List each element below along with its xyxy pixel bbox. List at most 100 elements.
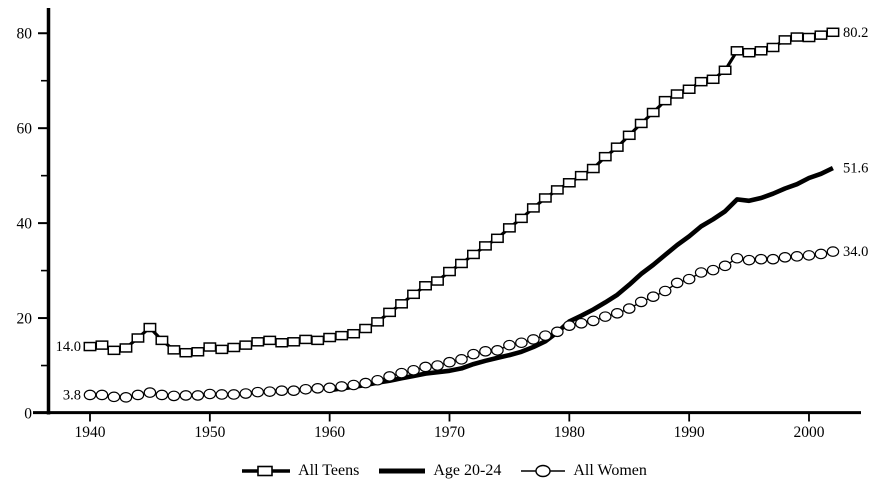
square-marker [766, 42, 780, 53]
circle-marker [539, 330, 552, 341]
square-marker [742, 47, 756, 58]
circle-marker [107, 391, 121, 403]
square-marker [814, 30, 828, 40]
square-marker [83, 341, 97, 352]
circle-marker [131, 389, 145, 401]
square-marker [574, 170, 588, 181]
square-marker [275, 337, 289, 348]
series-line-all-teens [89, 30, 834, 355]
circle-marker [826, 246, 840, 257]
legend-label-age-20-24: Age 20-24 [433, 462, 502, 479]
y-tick-label: 60 [17, 121, 33, 138]
square-marker [514, 213, 528, 224]
circle-marker [610, 308, 624, 319]
square-marker [323, 332, 337, 343]
circle-marker [778, 251, 792, 263]
y-tick-label: 20 [17, 311, 33, 328]
square-marker [455, 258, 468, 269]
circle-marker [431, 360, 444, 371]
circle-marker [347, 379, 360, 391]
circle-marker [455, 354, 468, 365]
square-marker [646, 107, 660, 118]
circle-marker [682, 273, 696, 285]
circle-marker [479, 345, 492, 357]
circle-marker [634, 296, 648, 308]
circle-marker [167, 390, 181, 402]
circle-marker [419, 361, 432, 373]
square-marker [718, 65, 732, 76]
circle-marker [766, 253, 780, 265]
circle-marker [335, 381, 348, 392]
circle-marker [658, 285, 672, 297]
circle-marker [622, 303, 636, 314]
circle-marker [251, 386, 265, 398]
circle-marker [443, 356, 456, 368]
circle-marker [179, 390, 193, 401]
square-marker [802, 32, 816, 43]
circle-marker [239, 388, 253, 399]
square-marker [526, 203, 540, 213]
square-marker [131, 333, 145, 343]
square-marker [706, 74, 720, 85]
square-marker [119, 343, 133, 353]
square-marker [251, 337, 265, 347]
square-marker [826, 27, 840, 38]
square-marker [778, 35, 792, 45]
square-marker [263, 335, 277, 346]
circle-marker [742, 254, 756, 266]
square-marker [610, 142, 624, 152]
x-tick-label: 1970 [434, 424, 465, 441]
value-annotation: 14.0 [56, 339, 81, 355]
circle-marker [575, 317, 588, 329]
square-marker [550, 185, 564, 195]
square-marker [682, 84, 696, 95]
circle-marker [215, 389, 229, 400]
circle-marker [491, 345, 504, 356]
square-marker [179, 347, 193, 358]
square-marker [490, 233, 504, 244]
circle-marker [467, 348, 480, 360]
circle-marker [119, 392, 133, 403]
chart-legend: All Teens Age 20-24 All Women [0, 457, 889, 485]
series-line-all-women [90, 250, 834, 398]
chart-canvas: 0 20 40 60 80 1940 1950 1960 1970 1980 1990 2000 14.… [17, 8, 868, 441]
x-tick-label: 1940 [75, 424, 106, 441]
value-annotation: 3.8 [63, 387, 81, 403]
circle-marker [371, 374, 384, 386]
square-marker [107, 345, 121, 356]
circle-marker [275, 385, 289, 396]
value-annotation: 80.2 [843, 25, 868, 41]
square-marker [203, 342, 217, 352]
circle-marker [95, 389, 109, 401]
legend-item-all-women: All Women [521, 462, 647, 480]
square-marker [586, 163, 600, 174]
square-marker [622, 130, 636, 141]
circle-marker [155, 389, 169, 401]
square-marker [95, 340, 109, 350]
circle-marker [191, 390, 205, 401]
square-marker [790, 32, 804, 42]
circle-marker [730, 252, 744, 264]
y-tick-label: 0 [24, 406, 32, 423]
circle-marker [694, 267, 708, 278]
square-marker [311, 335, 325, 346]
square-marker [215, 344, 229, 355]
square-marker [299, 334, 313, 345]
circle-marker [227, 389, 241, 400]
circle-marker [203, 388, 217, 400]
square-marker [335, 330, 349, 341]
circle-marker [754, 253, 768, 265]
square-marker [143, 322, 157, 333]
series-line-age-20-24 [329, 166, 834, 393]
square-marker [395, 299, 409, 309]
square-marker [634, 118, 648, 129]
circle-marker [311, 383, 324, 394]
square-marker [287, 337, 301, 347]
square-marker [407, 289, 420, 300]
circle-marker [563, 320, 576, 331]
value-annotation: 34.0 [843, 244, 868, 260]
square-marker [155, 335, 169, 346]
thick-line-marker-icon [379, 468, 426, 474]
square-marker [538, 193, 552, 203]
